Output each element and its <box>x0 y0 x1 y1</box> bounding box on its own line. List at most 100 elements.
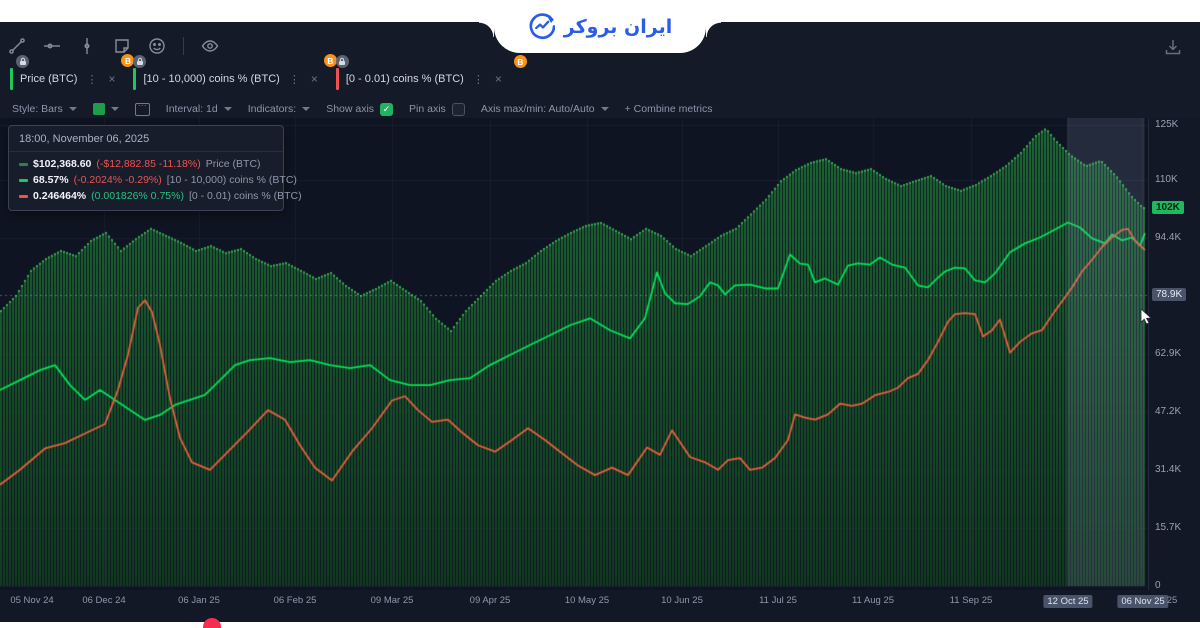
pin-axis-toggle[interactable]: Pin axis <box>409 102 465 116</box>
y-axis-current-price-label: 102K <box>1152 201 1184 215</box>
tab-menu-icon[interactable]: ⋮ <box>86 73 98 86</box>
tab-color-bar <box>10 68 13 90</box>
pin-axis-checkbox[interactable] <box>451 102 465 116</box>
brand-pill: ایران بروکر <box>494 0 706 53</box>
show-axis-checkbox[interactable]: ✓ <box>380 102 394 116</box>
chevron-down-icon <box>302 107 311 111</box>
x-axis-crosshair-label: 12 Oct 25 <box>1043 595 1093 608</box>
y-axis-tick-label: 62.9K <box>1155 348 1182 360</box>
eye-icon[interactable] <box>201 37 219 55</box>
trend-line-icon[interactable] <box>8 37 26 55</box>
tooltip-row-price: $102,368.60 (-$12,882.85 -11.18%) Price … <box>19 158 273 170</box>
chevron-down-icon <box>68 107 77 111</box>
combine-metrics-label: + Combine metrics <box>624 103 713 115</box>
brand-name: ایران بروکر <box>563 15 673 38</box>
x-axis-tick-label: 05 Nov 24 <box>10 595 54 606</box>
axis-maxmin-dropdown[interactable]: Axis max/min: Auto/Auto <box>481 103 609 115</box>
tab-0-001-coins[interactable]: B [0 - 0.01) coins % (BTC) ⋮ × <box>323 54 514 94</box>
lock-icon <box>16 55 29 68</box>
tooltip-value: 0.246464% <box>33 190 87 202</box>
vertical-line-icon[interactable] <box>78 37 96 55</box>
tooltip-change: (0.001826% 0.75%) <box>91 190 184 202</box>
tooltip-timestamp: 18:00, November 06, 2025 <box>9 126 283 152</box>
pill-fillet-right <box>706 22 721 37</box>
tab-close-icon[interactable]: × <box>310 72 318 86</box>
tab-menu-icon[interactable]: ⋮ <box>472 73 484 86</box>
interval-label: Interval: 1d <box>165 103 218 115</box>
tab-label: [0 - 0.01) coins % (BTC) <box>345 73 464 85</box>
chevron-down-icon <box>223 107 232 111</box>
pill-fillet-left <box>479 22 494 37</box>
y-axis-tick-label: 31.4K <box>1155 464 1182 476</box>
x-axis-tick-label: 09 Apr 25 <box>469 595 511 606</box>
new-tab-slot: B <box>513 55 534 94</box>
x-axis-tick-label: 11 Aug 25 <box>851 595 895 606</box>
series-marker <box>19 162 28 166</box>
tab-label: Price (BTC) <box>20 73 78 85</box>
chevron-down-icon <box>600 107 609 111</box>
style-dropdown[interactable]: Style: Bars <box>12 103 77 115</box>
note-icon[interactable] <box>113 37 131 55</box>
tab-menu-icon[interactable]: ⋮ <box>288 73 300 86</box>
chart-settings-bar: Style: Bars Interval: 1d Indicators: Sho… <box>12 100 712 118</box>
y-axis-crosshair-label: 78.9K <box>1152 288 1187 302</box>
series-marker <box>19 194 28 198</box>
btc-icon: B <box>323 54 337 67</box>
data-tooltip: 18:00, November 06, 2025 $102,368.60 (-$… <box>8 125 302 211</box>
download-icon[interactable] <box>1164 38 1182 56</box>
x-axis-crosshair-label: 06 Nov 25 <box>1117 595 1169 608</box>
metric-tabs: Price (BTC) ⋮ × B [10 - 10,000) coins % … <box>4 54 534 94</box>
lock-icon <box>133 55 147 68</box>
tab-close-icon[interactable]: × <box>494 72 502 86</box>
emoji-icon[interactable] <box>148 37 166 55</box>
y-axis-tick-label: 94.4K <box>1155 231 1182 243</box>
x-axis-tick-label: 10 May 25 <box>564 595 610 606</box>
labels-toggle[interactable] <box>134 100 150 116</box>
drawing-toolbar <box>8 33 219 59</box>
mouse-cursor <box>1140 309 1152 325</box>
y-axis-tick-label: 15.7K <box>1155 522 1182 534</box>
y-axis-tick-label: 47.2K <box>1155 405 1182 417</box>
tooltip-change: (-$12,882.85 -11.18%) <box>96 158 201 170</box>
x-axis-tick-label: 25 <box>1166 595 1178 606</box>
labels-icon <box>134 100 150 116</box>
series-marker <box>19 178 28 182</box>
tab-label: [10 - 10,000) coins % (BTC) <box>143 73 280 85</box>
x-axis-tick-label: 10 Jun 25 <box>661 595 703 606</box>
color-swatch <box>92 103 105 115</box>
chevron-down-icon <box>110 107 119 111</box>
combine-metrics-button[interactable]: + Combine metrics <box>625 103 713 115</box>
tooltip-value: $102,368.60 <box>33 158 92 170</box>
show-axis-label: Show axis <box>326 103 375 115</box>
x-axis-tick-label: 11 Jul 25 <box>759 595 797 606</box>
tab-color-bar <box>133 68 137 90</box>
tooltip-row-large-holders: 68.57% (-0.2024% -0.29%) [10 - 10,000) c… <box>19 174 297 186</box>
indicators-label: Indicators: <box>247 103 297 115</box>
horizontal-ray-icon[interactable] <box>43 37 61 55</box>
x-axis-tick-label: 09 Mar 25 <box>370 595 414 606</box>
pin-axis-label: Pin axis <box>409 103 446 115</box>
tab-close-icon[interactable]: × <box>108 72 116 86</box>
y-axis[interactable]: 125K 110K 102K 94.4K 78.9K 62.9K 47.2K 31.4K 15.… <box>1148 118 1200 591</box>
toolbar-divider <box>183 37 184 55</box>
btc-icon: B <box>121 54 135 67</box>
tooltip-change: (-0.2024% -0.29%) <box>73 174 162 186</box>
show-axis-toggle[interactable]: Show axis ✓ <box>326 102 394 116</box>
axis-maxmin-label: Axis max/min: Auto/Auto <box>480 103 595 115</box>
y-axis-tick-label: 110K <box>1155 174 1178 186</box>
btc-icon: B <box>513 55 527 68</box>
x-axis[interactable]: 05 Nov 24 06 Dec 24 06 Jan 25 06 Feb 25 09 M… <box>0 590 1200 616</box>
record-dot <box>203 618 221 628</box>
brand-logo-icon <box>529 13 555 40</box>
tab-10-10000-coins[interactable]: B [10 - 10,000) coins % (BTC) ⋮ × <box>121 54 329 94</box>
x-axis-tick-label: 11 Sep 25 <box>949 595 993 606</box>
y-axis-tick-label: 0 <box>1155 580 1161 591</box>
style-label: Style: Bars <box>12 103 63 115</box>
color-dropdown[interactable] <box>92 103 119 115</box>
tab-price-btc[interactable]: Price (BTC) ⋮ × <box>4 55 127 94</box>
indicators-dropdown[interactable]: Indicators: <box>247 103 311 115</box>
tooltip-value: 68.57% <box>33 174 69 186</box>
tooltip-row-small-holders: 0.246464% (0.001826% 0.75%) [0 - 0.01) c… <box>19 190 302 202</box>
chart-area: 125K 110K 102K 94.4K 78.9K 62.9K 47.2K 31.4K 15.… <box>0 118 1200 622</box>
interval-dropdown[interactable]: Interval: 1d <box>166 103 232 115</box>
